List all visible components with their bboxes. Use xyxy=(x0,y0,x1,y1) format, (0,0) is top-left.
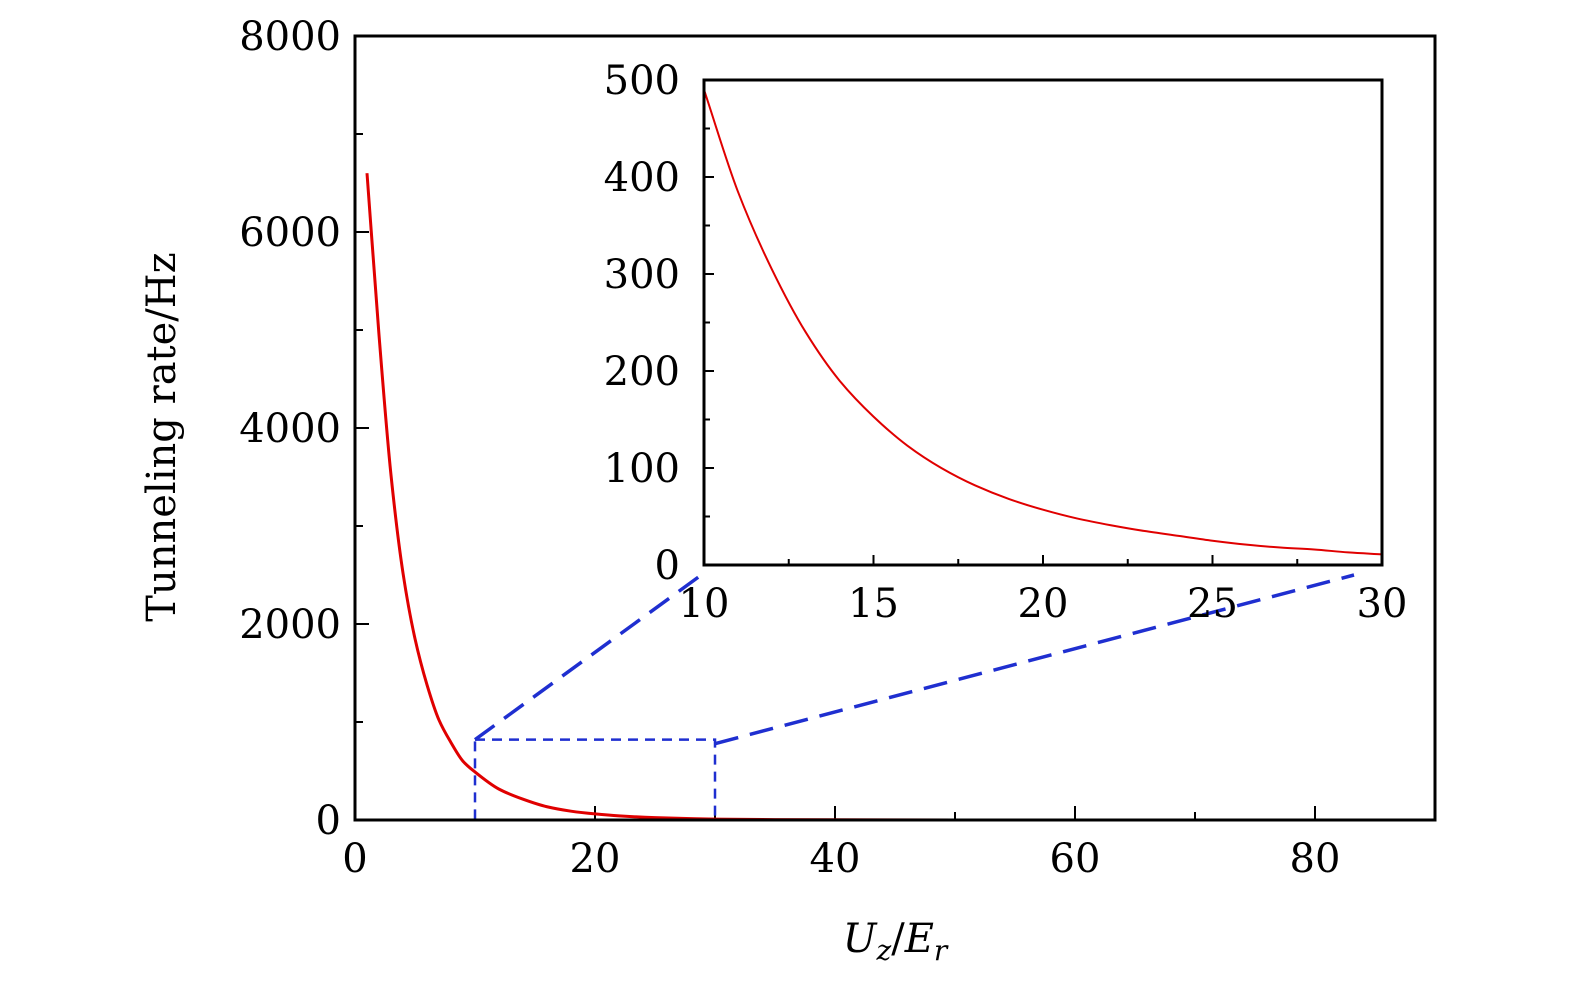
x-axis-label-sep: / xyxy=(891,916,905,962)
main-plot-frame xyxy=(353,34,1437,822)
main-y-tick-label: 2000 xyxy=(239,602,341,648)
main-y-tick-label: 6000 xyxy=(239,210,341,256)
inset-x-tick-label: 25 xyxy=(1187,581,1238,627)
inset-series-line xyxy=(703,89,1383,556)
inset-y-tick-label: 100 xyxy=(604,446,680,492)
inset-y-tick-label: 500 xyxy=(604,58,680,104)
main-x-tick-label: 0 xyxy=(342,836,367,882)
main-y-tick-label: 4000 xyxy=(239,406,341,452)
inset-background xyxy=(704,80,1382,565)
main-x-tick-label: 20 xyxy=(570,836,621,882)
main-x-tick-label: 80 xyxy=(1290,836,1341,882)
inset-y-tick-label: 300 xyxy=(604,252,680,298)
inset-x-tick-label: 10 xyxy=(679,581,730,627)
x-axis-label: Uz/Er xyxy=(843,916,949,967)
main-y-tick-label: 0 xyxy=(316,798,341,844)
x-axis-label-var2: E xyxy=(904,916,934,962)
inset-x-tick-label: 15 xyxy=(848,581,899,627)
zoom-connector-left xyxy=(473,571,706,742)
inset-y-tick-label: 0 xyxy=(655,543,680,589)
inset-x-tick-label: 30 xyxy=(1357,581,1408,627)
inset-y-tick-label: 200 xyxy=(604,349,680,395)
main-y-tick-label: 8000 xyxy=(239,14,341,60)
zoom-connector-right xyxy=(714,573,1355,746)
inset-plot-frame xyxy=(702,78,1384,567)
main-x-tick-label: 60 xyxy=(1050,836,1101,882)
x-axis-label-var: U xyxy=(843,916,878,962)
y-axis-label: Tunneling rate/Hz xyxy=(139,252,185,621)
inset-y-tick-label: 400 xyxy=(604,155,680,201)
x-axis-label-var2-sub: r xyxy=(934,934,949,967)
main-x-tick-label: 40 xyxy=(810,836,861,882)
zoom-region-box xyxy=(473,738,717,822)
x-axis-label-var-sub: z xyxy=(875,934,891,967)
inset-x-tick-label: 20 xyxy=(1018,581,1069,627)
